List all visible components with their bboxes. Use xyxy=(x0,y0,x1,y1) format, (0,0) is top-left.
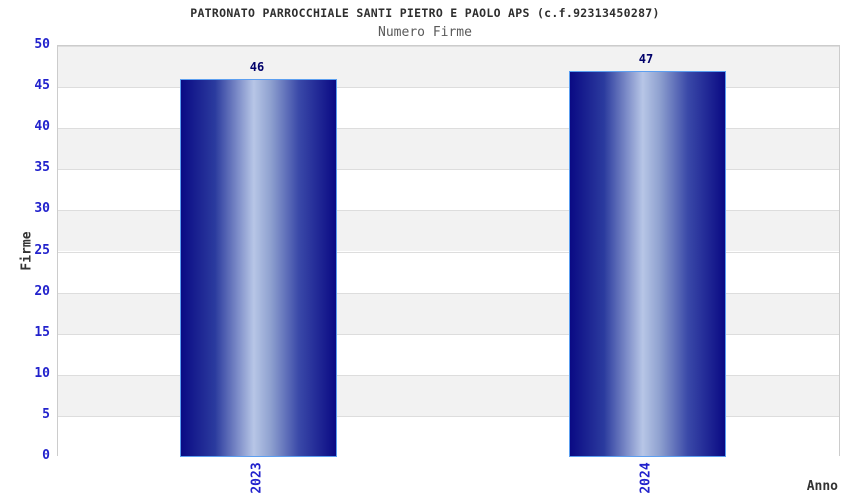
gridline xyxy=(58,251,839,253)
gridline xyxy=(58,415,839,417)
x-axis-title: Anno xyxy=(806,479,838,494)
chart-subtitle: Numero Firme xyxy=(378,25,472,40)
y-tick-label: 30 xyxy=(34,201,50,217)
bar-2023 xyxy=(179,78,337,457)
y-tick-label: 15 xyxy=(34,324,50,340)
gridline xyxy=(58,87,839,89)
gridline xyxy=(58,333,839,335)
bar-value-label: 47 xyxy=(638,51,654,66)
y-tick-label: 5 xyxy=(42,406,50,422)
y-tick-label: 35 xyxy=(34,160,50,176)
chart-title: PATRONATO PARROCCHIALE SANTI PIETRO E PA… xyxy=(190,6,660,20)
gridline xyxy=(58,210,839,212)
y-tick-label: 50 xyxy=(34,37,50,52)
gridline xyxy=(58,46,839,47)
y-tick-label: 40 xyxy=(34,119,50,135)
y-tick-label: 20 xyxy=(34,283,50,299)
gridline xyxy=(58,169,839,171)
plot-area xyxy=(57,45,840,457)
gridline xyxy=(58,292,839,294)
bar-value-label: 46 xyxy=(249,59,265,74)
y-tick-label: 45 xyxy=(34,78,50,94)
y-tick-label: 25 xyxy=(34,242,50,258)
x-tick-label: 2023 xyxy=(249,462,265,494)
gridline xyxy=(58,128,839,130)
bar-2024 xyxy=(568,70,726,457)
x-tick-label: 2024 xyxy=(638,462,654,494)
y-tick-label: 10 xyxy=(34,365,50,381)
y-tick-label: 0 xyxy=(42,448,50,463)
gridline xyxy=(58,374,839,376)
